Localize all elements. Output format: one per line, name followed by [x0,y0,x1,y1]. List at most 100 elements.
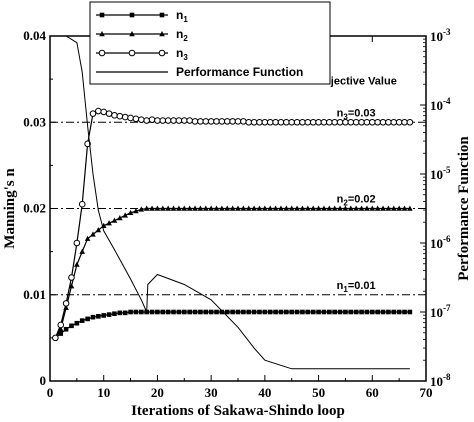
series-n2-point [90,231,96,237]
series-n2-point [245,205,252,211]
series-n1-point [273,309,278,315]
series-n2-point [390,205,397,211]
series-n3-point [186,117,193,124]
series-n3-point [207,118,215,125]
series-n3-point [229,118,236,125]
x-tick-label: 0 [47,385,54,400]
series-n1-point [230,309,235,315]
series-n1-point [165,309,171,315]
series-n1-point [171,309,176,315]
series-n3-point [390,118,398,126]
series-n2-point [294,205,300,211]
series-n2-point [369,205,376,211]
series-n2-point [256,205,263,211]
series-n2-point [229,205,236,211]
series-n3-point [331,118,338,126]
series-n3-point [347,118,355,126]
series-n2-point [288,205,295,211]
series-n2-point [251,205,257,211]
series-n3-point [73,239,81,247]
series-n1-point [246,309,252,315]
series-n1-point [96,314,101,319]
series-n1-point [101,313,107,318]
series-n1-point [181,309,187,315]
series-n3-point [304,118,312,126]
series-n2-point [192,205,198,211]
series-n2-point [283,205,290,211]
series-n3-point [363,118,371,126]
series-n2-point [111,217,118,223]
series-n2-point [310,205,316,211]
series-n2-point [79,248,86,254]
series-n3-point [250,118,258,126]
series-n2-point [57,326,64,332]
legend-marker [129,12,135,18]
series-n3-point [277,118,285,126]
series-n2-point [138,206,145,212]
series-n3-point [52,334,59,342]
series-n2-point [186,205,193,211]
series-n3-point [116,112,124,120]
y-right-tick-label: 10-7 [430,303,451,320]
series-performance-function-line [50,35,410,370]
series-n2-point [202,205,209,211]
y-right-tick-label: 10-3 [430,27,451,44]
series-n3-point [385,118,392,126]
series-n1-point [300,309,305,315]
series-n1-point [386,309,391,315]
x-tick-label: 10 [97,385,110,400]
reference-line-label: n1=0.01 [337,280,376,294]
y-left-tick-label: 0.02 [23,201,46,216]
series-n1-point [337,309,343,315]
series-n1-point [58,331,64,336]
series-n3-point [164,117,172,124]
series-n3-point [315,118,322,126]
legend-label: Performance Function [176,65,303,79]
series-n1-point [63,326,69,332]
series-n3-point [374,118,381,126]
series-n3-point [406,118,414,126]
series-n2-point [353,205,359,211]
series-n3-point [89,110,97,117]
series-n2-point [149,205,155,211]
legend-marker [128,49,136,57]
series-n2-point [278,205,284,211]
series-n2-point [342,205,349,211]
series-n1-point [69,323,74,329]
series-n2-point [197,205,204,211]
series-n1-point [106,312,112,317]
series-n3-point [132,115,140,123]
series-n2-point [272,205,279,211]
series-n2-point [224,205,231,211]
series-n2-point [326,205,333,211]
series-group [50,35,414,370]
series-n2-point [219,205,225,211]
legend-label: n3 [176,46,188,62]
series-n1-point [133,309,139,315]
series-n2-point [181,205,188,211]
legend-marker [99,12,105,18]
reference-line-label: n2=0.02 [337,194,376,208]
series-n1-point [208,309,214,315]
series-n2-point [305,205,311,211]
series-n2-point [213,205,220,211]
series-n1-point [262,309,268,315]
series-n1-point [332,309,337,315]
series-n2-point [133,208,139,214]
y-right-tick-label: 10-4 [430,96,451,113]
series-n3-point [261,118,269,126]
series-n1-point [391,309,397,315]
series-n1-point [278,309,284,315]
legend-marker [158,49,166,57]
series-n2-point [95,227,102,233]
series-n3-point [240,118,247,125]
series-n3-point [395,118,403,126]
series-n2-point [331,205,338,211]
series-n1-point [375,309,380,315]
series-n2-point [160,205,166,211]
x-tick-label: 70 [420,385,433,400]
y-axis-right-title: Performance Function [456,136,472,281]
series-n1-point [155,309,160,315]
series-n2-point [154,205,161,211]
